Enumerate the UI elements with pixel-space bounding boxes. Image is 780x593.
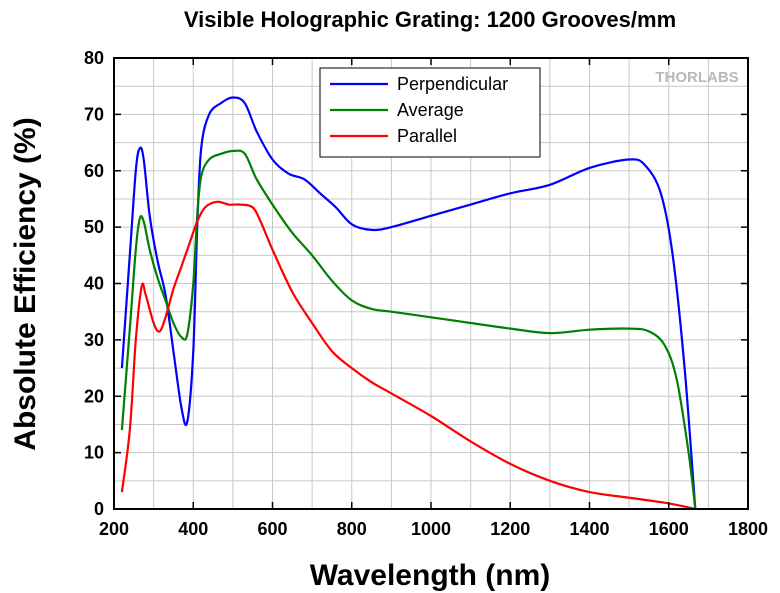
- y-tick-label: 50: [84, 217, 104, 237]
- x-tick-label: 600: [257, 519, 287, 539]
- x-tick-label: 1800: [728, 519, 768, 539]
- ticks: [113, 57, 749, 510]
- legend-label-parallel: Parallel: [397, 126, 457, 146]
- x-tick-labels: 200 400 600 800 1000 1200 1400 1600 1800: [99, 519, 768, 539]
- x-tick-label: 800: [337, 519, 367, 539]
- x-tick-label: 1200: [490, 519, 530, 539]
- y-tick-label: 20: [84, 386, 104, 406]
- y-tick-labels: 0 10 20 30 40 50 60 70 80: [84, 48, 104, 519]
- y-tick-label: 30: [84, 330, 104, 350]
- x-axis-label: Wavelength (nm): [310, 559, 551, 592]
- y-tick-label: 60: [84, 161, 104, 181]
- series-group: [120, 96, 697, 511]
- x-tick-label: 1000: [411, 519, 451, 539]
- x-tick-label: 200: [99, 519, 129, 539]
- legend-label-average: Average: [397, 100, 464, 120]
- x-tick-label: 400: [178, 519, 208, 539]
- series-line-perpendicular: [120, 96, 697, 510]
- legend: Perpendicular Average Parallel: [319, 67, 541, 158]
- legend-label-perpendicular: Perpendicular: [397, 74, 508, 94]
- x-tick-label: 1600: [649, 519, 689, 539]
- series-line-parallel: [120, 200, 696, 511]
- y-tick-label: 0: [94, 499, 104, 519]
- thorlabs-logo: THORLABS: [655, 69, 738, 86]
- x-tick-label: 1400: [569, 519, 609, 539]
- y-axis-label: Absolute Efficiency (%): [9, 117, 42, 450]
- y-tick-label: 40: [84, 274, 104, 294]
- y-tick-label: 10: [84, 443, 104, 463]
- y-tick-label: 70: [84, 104, 104, 124]
- y-tick-label: 80: [84, 48, 104, 68]
- legend-box: [319, 67, 541, 158]
- chart-title: Visible Holographic Grating: 1200 Groove…: [184, 7, 676, 32]
- series-line-average: [120, 149, 697, 510]
